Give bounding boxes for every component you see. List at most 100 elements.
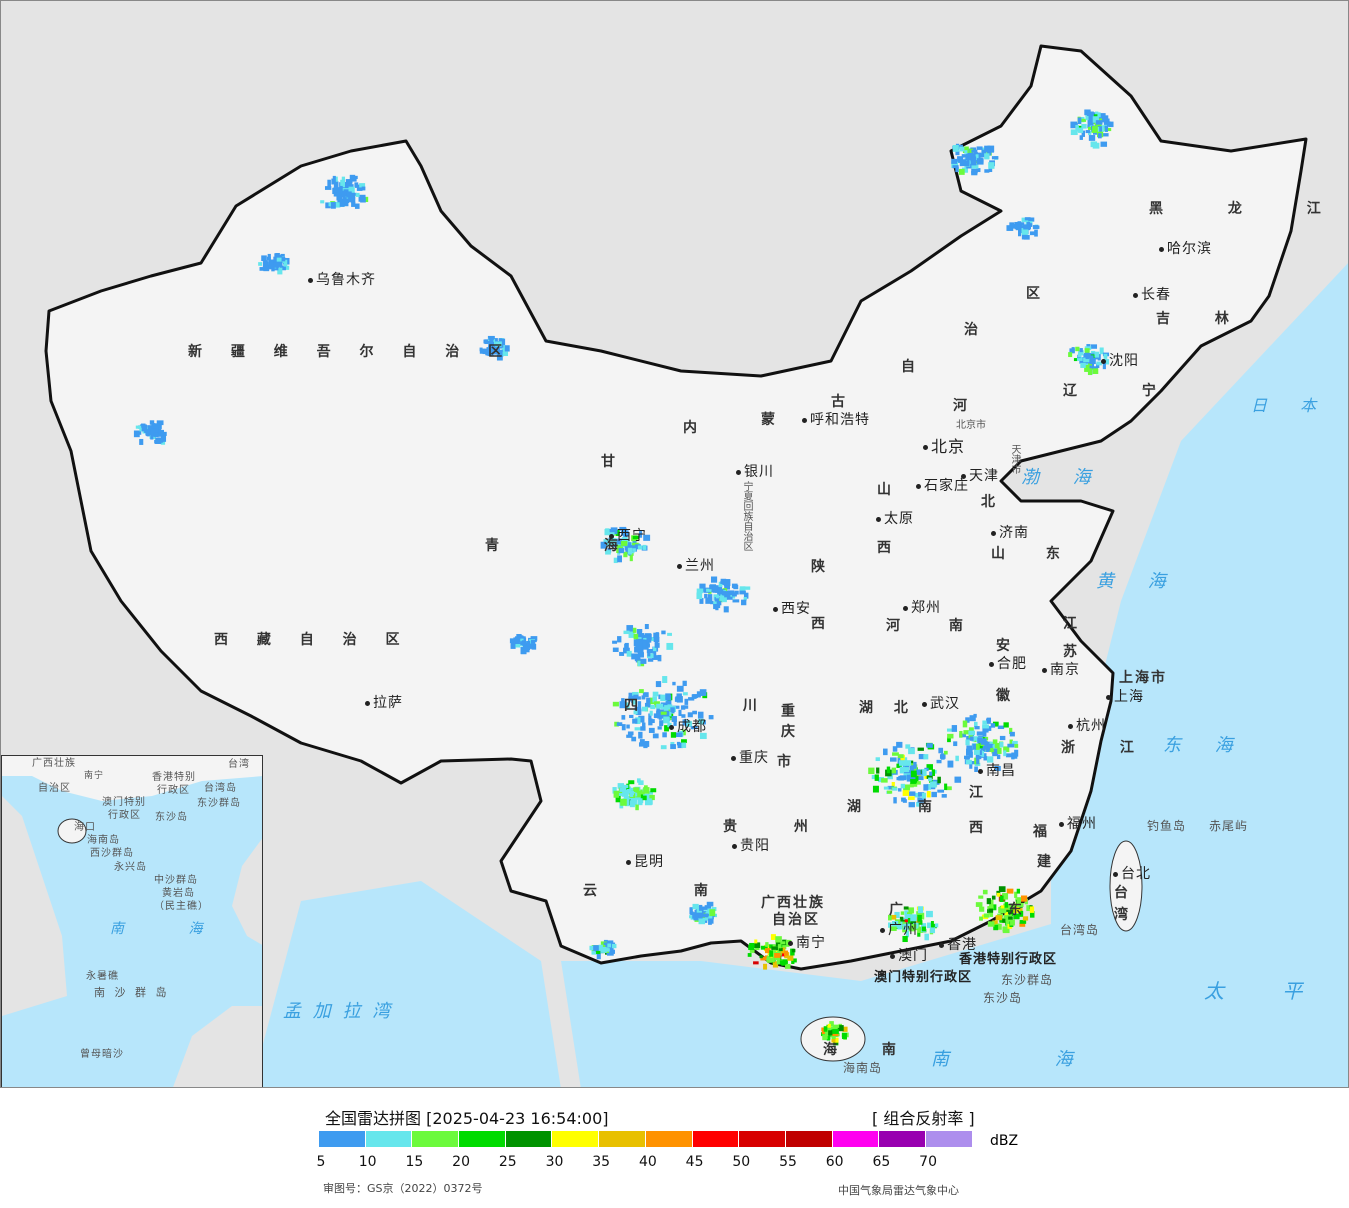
- radar-echo: [1023, 234, 1030, 240]
- radar-echo: [642, 544, 647, 550]
- radar-echo: [138, 425, 145, 429]
- label-nmg-6: 区: [1026, 286, 1052, 302]
- radar-echo: [721, 597, 727, 603]
- radar-echo: [898, 760, 906, 766]
- radar-echo: [634, 727, 642, 731]
- radar-echo: [994, 742, 1000, 749]
- radar-echo: [937, 776, 941, 784]
- label-guangxi-2: 自治区: [772, 912, 820, 928]
- radar-echo: [983, 756, 988, 761]
- radar-echo: [917, 926, 924, 933]
- radar-echo: [896, 777, 901, 781]
- radar-echo: [635, 717, 641, 725]
- inset-label: 海南岛: [87, 835, 120, 846]
- radar-echo: [965, 739, 970, 746]
- radar-echo: [968, 727, 974, 733]
- radar-echo: [650, 788, 657, 793]
- radar-echo: [706, 901, 714, 907]
- radar-echo: [1009, 908, 1014, 915]
- radar-echo: [908, 796, 915, 800]
- radar-echo: [1084, 346, 1092, 350]
- color-swatch: [832, 1131, 880, 1147]
- radar-echo: [361, 186, 366, 191]
- radar-echo: [662, 732, 667, 738]
- radar-echo: [937, 789, 945, 793]
- radar-echo: [770, 934, 776, 940]
- label-jiangxi-1: 江: [969, 785, 995, 801]
- city-xian: 西安: [773, 598, 811, 618]
- city-taipei: 台北: [1113, 863, 1151, 883]
- radar-echo: [785, 963, 791, 969]
- radar-echo: [977, 156, 981, 160]
- radar-echo: [903, 767, 910, 773]
- radar-echo: [650, 637, 654, 642]
- radar-echo: [657, 709, 664, 713]
- radar-map[interactable]: 新 疆 维 吾 尔 自 治 区 西 藏 自 治 区 青 海 甘 内 蒙 古 自 …: [0, 0, 1349, 1088]
- radar-echo: [337, 198, 344, 203]
- radar-echo: [955, 755, 959, 762]
- radar-echo: [984, 169, 990, 173]
- inset-label: 南 海: [110, 921, 233, 937]
- radar-echo: [972, 743, 976, 750]
- city-chongqing: 重庆: [731, 747, 769, 767]
- radar-echo: [986, 898, 991, 905]
- radar-echo: [623, 647, 630, 654]
- radar-echo: [279, 265, 286, 271]
- radar-echo: [921, 926, 926, 932]
- radar-echo: [726, 596, 733, 600]
- radar-echo: [689, 907, 693, 915]
- radar-echo: [628, 692, 636, 698]
- radar-echo: [513, 637, 521, 643]
- radar-echo: [608, 947, 614, 951]
- radar-echo: [771, 946, 779, 951]
- radar-echo: [909, 791, 916, 796]
- radar-echo: [965, 759, 972, 765]
- radar-echo: [961, 154, 967, 158]
- radar-echo: [628, 696, 633, 702]
- radar-echo: [641, 795, 647, 801]
- inset-label: 中沙群岛: [154, 875, 198, 886]
- radar-echo: [986, 145, 994, 153]
- radar-echo: [1011, 740, 1018, 746]
- radar-echo: [619, 651, 625, 656]
- radar-echo: [637, 701, 642, 707]
- radar-echo: [528, 642, 536, 649]
- radar-echo: [327, 179, 331, 187]
- radar-echo: [684, 698, 689, 705]
- radar-echo: [283, 265, 290, 270]
- radar-echo: [963, 730, 970, 735]
- radar-echo: [779, 960, 787, 965]
- radar-echo: [692, 903, 699, 910]
- radar-echo: [916, 911, 923, 918]
- city-shanghai: 上海: [1106, 686, 1144, 706]
- label-taiwan-2: 湾: [1114, 907, 1140, 923]
- radar-echo: [983, 913, 990, 918]
- radar-echo: [999, 735, 1006, 741]
- radar-echo: [631, 736, 637, 742]
- radar-echo: [926, 743, 933, 748]
- radar-echo: [641, 706, 648, 712]
- radar-echo: [628, 545, 633, 551]
- radar-echo: [706, 597, 713, 603]
- radar-echo: [920, 912, 925, 920]
- radar-echo: [638, 742, 645, 747]
- sea-area: [251, 263, 1348, 1087]
- label-henan: 河 南: [886, 618, 985, 634]
- radar-echo: [1005, 753, 1013, 758]
- radar-echo: [974, 721, 978, 727]
- radar-echo: [688, 697, 695, 701]
- radar-echo: [969, 148, 974, 153]
- color-swatch: [459, 1131, 506, 1147]
- radar-echo: [1085, 116, 1089, 121]
- radar-echo: [607, 943, 612, 951]
- radar-echo: [764, 955, 769, 961]
- city-nanchang: 南昌: [978, 760, 1016, 780]
- radar-echo: [910, 778, 917, 784]
- radar-echo: [998, 886, 1006, 893]
- radar-echo: [1019, 922, 1026, 927]
- radar-echo: [883, 748, 888, 756]
- radar-echo: [930, 921, 934, 928]
- radar-echo: [499, 338, 506, 346]
- radar-echo: [766, 955, 771, 962]
- city-harbin: 哈尔滨: [1159, 238, 1212, 258]
